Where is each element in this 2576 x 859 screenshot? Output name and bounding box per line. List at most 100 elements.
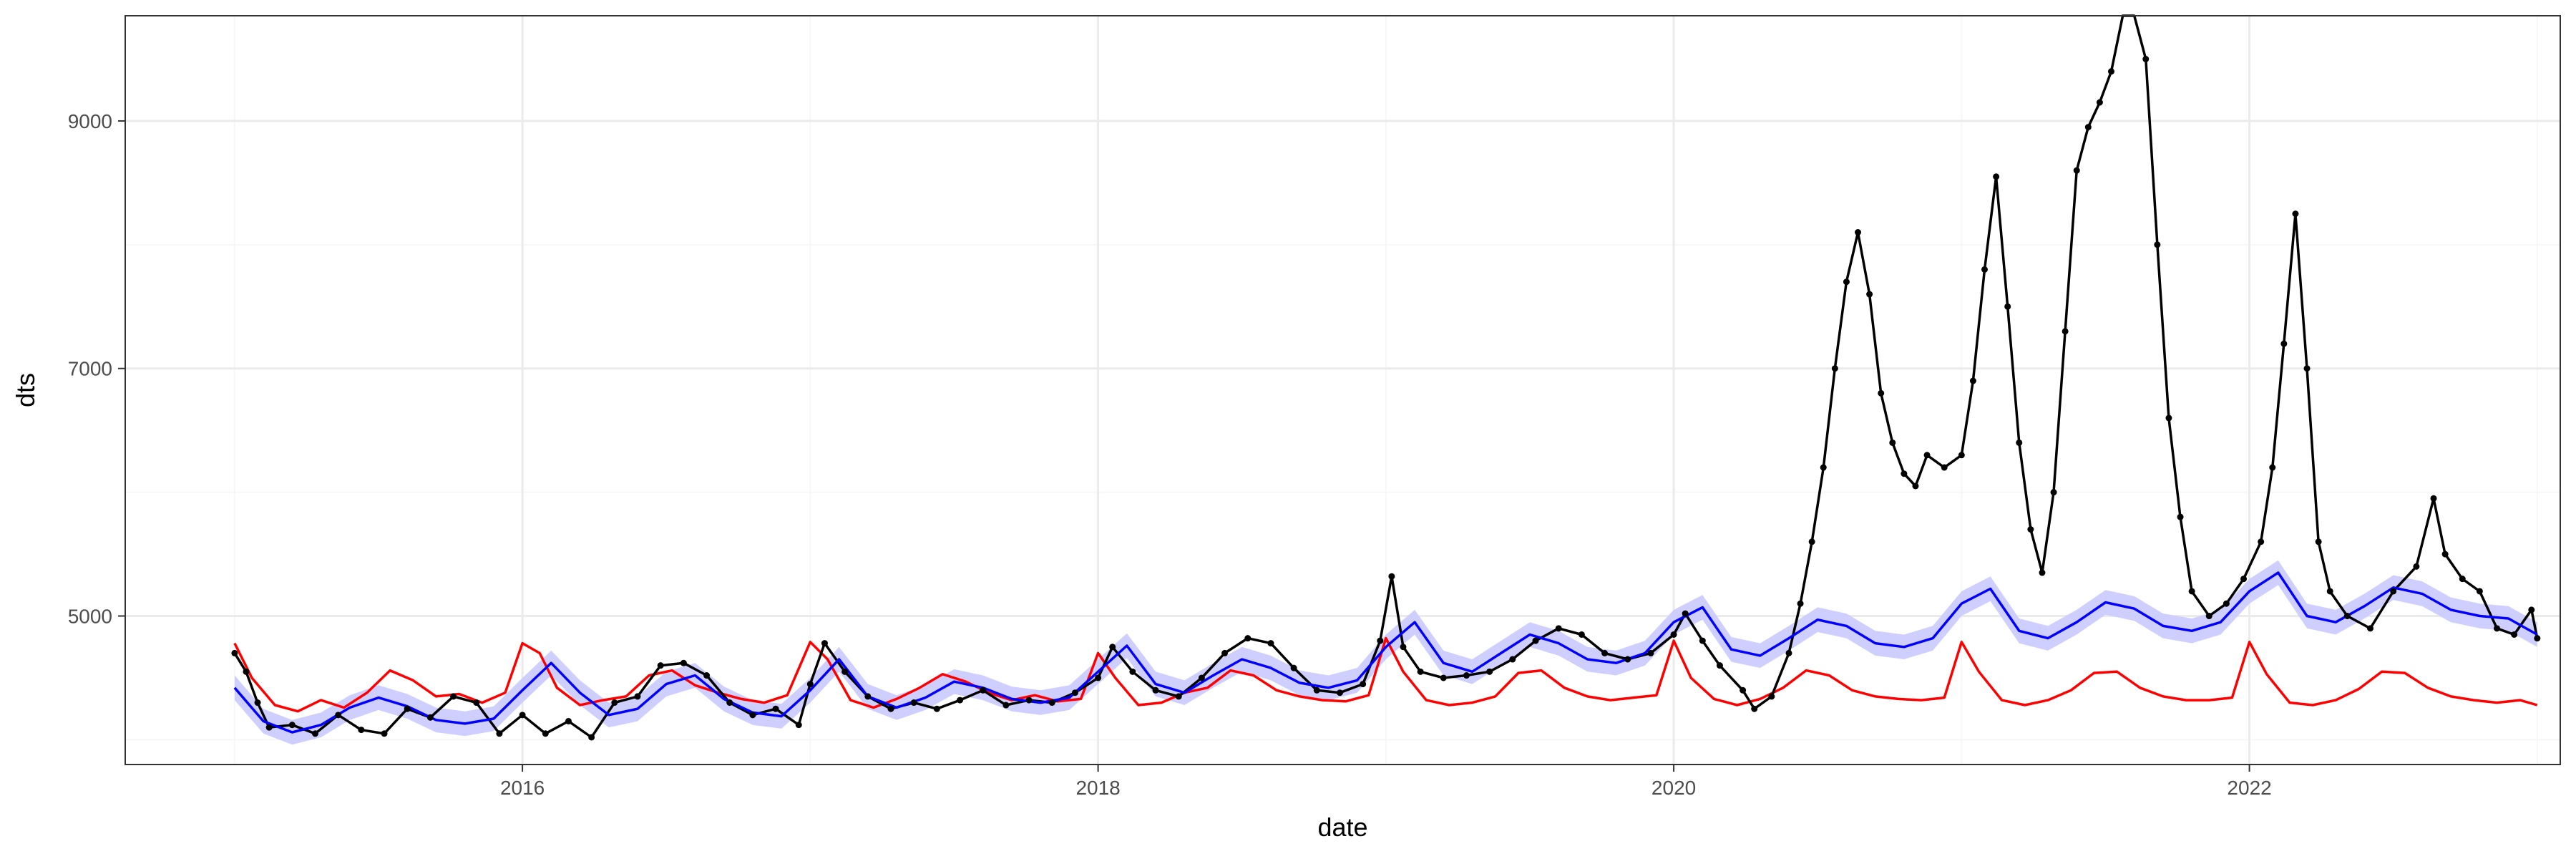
observed-point <box>1670 631 1677 638</box>
observed-point <box>1440 674 1447 681</box>
fitted-series-line <box>233 571 2538 734</box>
observed-point <box>2154 241 2161 248</box>
observed-point <box>2050 489 2057 496</box>
observed-point <box>2004 303 2011 310</box>
observed-point <box>772 705 779 712</box>
observed-point <box>1993 173 2000 180</box>
observed-point <box>2205 613 2212 620</box>
x-axis-title: date <box>1317 812 1367 842</box>
observed-point <box>1831 365 1838 372</box>
observed-point <box>1071 689 1078 697</box>
observed-point <box>1486 668 1493 675</box>
observed-point <box>2326 588 2333 595</box>
observed-point <box>1509 656 1516 663</box>
observed-point <box>1866 291 1873 298</box>
panel-border <box>125 15 2561 765</box>
observed-point <box>265 724 273 731</box>
observed-point <box>1290 664 1297 671</box>
observed-point <box>2258 538 2265 545</box>
observed-point <box>2390 588 2397 595</box>
observed-point <box>1740 686 1747 694</box>
observed-point <box>2062 328 2069 335</box>
observed-point <box>1175 693 1182 700</box>
observed-point <box>2528 606 2535 613</box>
observed-point <box>1808 538 1815 545</box>
observed-point <box>2476 588 2483 595</box>
observed-point <box>841 668 849 675</box>
observed-point <box>1129 668 1136 675</box>
observed-point <box>1751 705 1758 712</box>
observed-point <box>2039 569 2046 576</box>
y-axis-ticks: 5000 7000 9000 <box>68 110 125 628</box>
observed-point <box>519 712 526 719</box>
observed-point <box>1647 649 1654 656</box>
observed-point <box>726 699 733 707</box>
observed-point <box>657 662 664 669</box>
observed-point <box>2142 56 2150 63</box>
observed-point <box>2280 340 2288 347</box>
observed-point <box>1682 610 1689 617</box>
observed-point <box>1025 697 1033 704</box>
x-tick-label: 2022 <box>2227 777 2271 799</box>
observed-point <box>1360 681 1367 688</box>
x-tick-label: 2020 <box>1652 777 1696 799</box>
x-tick-label: 2016 <box>500 777 545 799</box>
observed-point <box>542 730 549 737</box>
observed-point <box>2413 563 2420 570</box>
observed-point <box>358 727 365 734</box>
observed-point <box>1002 702 1010 709</box>
observed-point <box>1198 674 1205 681</box>
observed-point <box>1923 452 1931 459</box>
observed-point <box>2269 464 2276 471</box>
observed-point <box>821 640 828 647</box>
observed-point <box>1958 452 1965 459</box>
observed-point <box>2165 414 2172 422</box>
observed-point <box>1267 640 1274 647</box>
observed-point <box>2096 99 2103 106</box>
observed-point <box>1797 600 1804 607</box>
x-axis-ticks: 2016 2018 2020 2022 <box>500 765 2272 799</box>
y-tick-label: 9000 <box>68 110 112 132</box>
observed-point <box>1601 649 1609 656</box>
observed-point <box>2459 576 2466 583</box>
observed-point <box>1400 644 1407 651</box>
observed-point <box>311 730 318 737</box>
observed-point <box>1095 674 1102 681</box>
observed-point <box>1785 649 1792 656</box>
observed-point <box>2027 526 2034 533</box>
observed-point <box>2073 167 2080 174</box>
observed-point <box>450 693 457 700</box>
observed-point <box>2441 550 2449 558</box>
observed-point <box>2292 210 2299 218</box>
observed-point <box>795 722 802 729</box>
observed-point <box>288 722 296 729</box>
observed-point <box>335 712 342 719</box>
observed-point <box>496 730 503 737</box>
observed-point <box>588 734 595 741</box>
y-tick-label: 7000 <box>68 358 112 380</box>
observed-point <box>1336 689 1343 697</box>
y-tick-label: 5000 <box>68 606 112 628</box>
observed-point <box>1878 389 1885 397</box>
observed-point <box>2303 365 2311 372</box>
observed-point <box>2511 631 2518 638</box>
observed-point <box>957 697 964 704</box>
observed-point <box>2084 124 2092 131</box>
observed-point <box>2107 68 2114 75</box>
observed-point <box>1152 686 1159 694</box>
observed-point <box>1578 631 1585 638</box>
observed-point <box>1901 470 1908 477</box>
observed-point <box>2430 495 2437 502</box>
observed-points <box>231 56 2541 741</box>
observed-point <box>1532 637 1539 644</box>
observed-point <box>243 668 250 675</box>
observed-point <box>611 699 618 707</box>
observed-point <box>806 681 814 688</box>
observed-point <box>1969 377 1976 384</box>
observed-point <box>1912 482 1919 490</box>
y-axis-title: dts <box>11 373 40 407</box>
observed-point <box>254 699 261 707</box>
observed-point <box>381 730 388 737</box>
baseline-series-line <box>233 636 2538 713</box>
observed-point <box>426 714 434 721</box>
